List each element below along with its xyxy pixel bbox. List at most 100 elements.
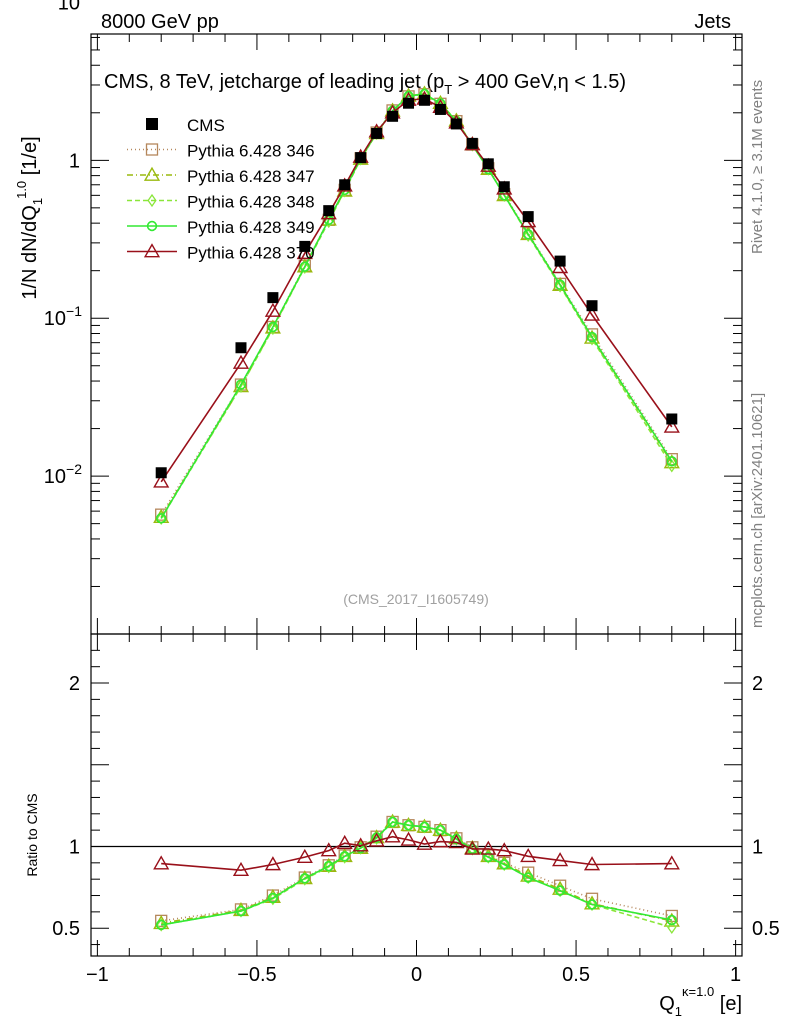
series-point-5 <box>232 354 250 369</box>
ratio-point-5 <box>384 828 401 843</box>
series-point-4 <box>235 379 247 390</box>
series-point-5 <box>583 306 601 321</box>
chart-title-tail: > 400 GeV,η < 1.5) <box>452 71 626 93</box>
x-label-text: Q <box>659 993 675 1015</box>
ratio-point-5 <box>232 861 250 877</box>
main-data-layer <box>155 94 678 479</box>
ratio-point-5 <box>432 833 449 848</box>
chart-title: CMS, 8 TeV, jetcharge of leading jet (pT… <box>104 71 626 97</box>
cms-data-point <box>387 110 399 122</box>
cms-data-point <box>434 103 446 115</box>
cms-data-point <box>267 292 279 304</box>
ratio-point-5 <box>416 835 433 850</box>
legend-label-5: Pythia 6.428 370 <box>187 244 315 263</box>
cms-data-point <box>323 205 335 217</box>
y-tick-label-ratio-right: 1 <box>752 836 763 858</box>
cms-data-point <box>586 300 598 312</box>
ratio-point-4 <box>387 816 398 828</box>
ratio-panel-frame <box>90 633 743 957</box>
chart-title-sub: T <box>444 82 452 97</box>
ratio-point-4 <box>323 860 334 872</box>
x-tick-label: 0.5 <box>562 964 590 986</box>
rivet-label: Rivet 4.1.0, ≥ 3.1M events <box>749 80 766 254</box>
y-tick-label-base: 1 <box>69 150 80 172</box>
cms-data-point <box>371 127 383 139</box>
legend-label-3: Pythia 6.428 348 <box>187 193 315 212</box>
y-tick-label-ratio-left: 0.5 <box>52 918 80 940</box>
series-point-3 <box>667 459 677 473</box>
x-tick-label: −1 <box>86 964 109 986</box>
cms-data-point <box>554 255 566 267</box>
legend-marker-2 <box>143 166 161 181</box>
x-label-sup: κ=1.0 <box>682 984 714 999</box>
x-tick-label: 0 <box>411 964 422 986</box>
y-tick-label-main: 10−2 <box>44 461 82 488</box>
legend-label-2: Pythia 6.428 347 <box>187 167 315 186</box>
cms-data-point <box>466 137 478 149</box>
ratio-point-4 <box>403 820 414 831</box>
ratio-point-3 <box>419 820 430 834</box>
series-point-4 <box>554 279 566 290</box>
legend-marker-5 <box>143 243 161 258</box>
legend-marker-1 <box>145 143 159 156</box>
x-tick-label: −0.5 <box>237 964 276 986</box>
series-point-3 <box>156 511 166 525</box>
ratio-point-4 <box>355 842 366 854</box>
series-point-1 <box>585 328 599 341</box>
series-point-3 <box>587 332 597 346</box>
x-axis-label: Q1κ=1.0 [e] <box>659 984 742 1019</box>
ratio-point-4 <box>267 892 279 904</box>
y-label-sub: 1 <box>30 198 45 205</box>
series-point-2 <box>663 454 680 469</box>
series-point-3 <box>555 279 565 293</box>
cms-data-point <box>299 240 311 252</box>
y-tick-label-base: 10 <box>44 308 66 330</box>
cms-data-point <box>339 179 351 191</box>
y-axis-label-main: 1/N dN/dQ11.0 [1/e] <box>14 136 45 299</box>
series-point-4 <box>299 261 311 272</box>
legend-marker-4 <box>146 220 158 232</box>
y-tick-label-ratio-right: 2 <box>752 673 763 695</box>
ratio-point-5 <box>320 842 337 857</box>
ratio-point-5 <box>520 848 537 863</box>
cms-data-point <box>403 97 415 109</box>
y-tick-label-ratio-left: 1 <box>69 836 80 858</box>
ratio-point-3 <box>156 918 166 932</box>
ratio-point-5 <box>448 834 465 849</box>
ratio-point-4 <box>483 851 494 863</box>
ratio-point-5 <box>368 832 385 847</box>
ratio-point-3 <box>667 920 677 935</box>
ratio-point-4 <box>156 919 167 931</box>
chart-title-main: CMS, 8 TeV, jetcharge of leading jet (p <box>104 71 444 93</box>
ratio-point-5 <box>583 856 601 871</box>
cms-data-point <box>235 342 247 354</box>
legend-label-cms: CMS <box>187 116 225 135</box>
ratio-point-3 <box>387 815 398 829</box>
ratio-series-layer <box>153 813 680 935</box>
ratio-point-5 <box>496 842 513 857</box>
y-label-unit: [1/e] <box>19 136 41 180</box>
ratio-point-4 <box>339 851 350 862</box>
y-tick-label-main: 10 <box>58 0 80 14</box>
series-point-5 <box>153 473 170 488</box>
header-right: Jets <box>694 11 731 33</box>
legend-label-1: Pythia 6.428 346 <box>187 142 315 161</box>
ratio-point-4 <box>499 859 510 870</box>
cms-data-point <box>482 158 494 170</box>
y-tick-label-main: 1 <box>69 150 80 172</box>
cms-data-point <box>155 467 167 479</box>
ratio-point-5 <box>464 840 481 855</box>
ratio-point-5 <box>296 848 313 863</box>
ratio-point-4 <box>666 914 677 926</box>
y-tick-label-exponent: −2 <box>66 461 82 477</box>
legend-label-4: Pythia 6.428 349 <box>187 218 315 237</box>
series-point-4 <box>666 456 677 467</box>
y-tick-label-ratio-right: 0.5 <box>752 918 780 940</box>
y-tick-label-base: 10 <box>58 0 80 14</box>
ratio-point-5 <box>264 856 281 871</box>
ratio-point-3 <box>403 818 414 832</box>
x-label-unit: [e] <box>714 993 742 1015</box>
series-point-4 <box>586 331 598 343</box>
mcplots-label: mcplots.cern.ch [arXiv:2401.10621] <box>749 393 766 628</box>
ratio-point-4 <box>586 899 598 910</box>
